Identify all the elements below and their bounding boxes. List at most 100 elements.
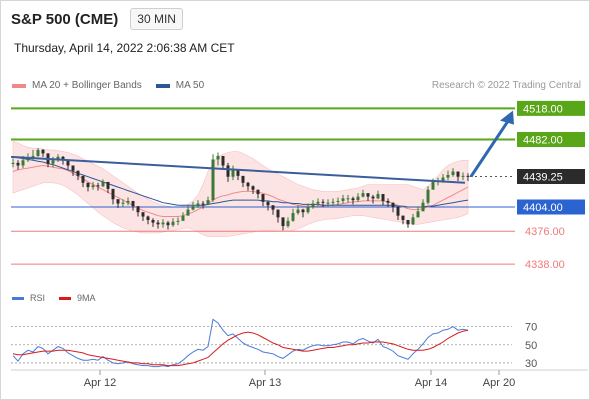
- candle-body-1: [16, 162, 20, 166]
- candle-body-84: [431, 181, 435, 190]
- candle-body-10: [61, 156, 65, 161]
- candle-body-56: [291, 213, 295, 221]
- candle-body-58: [301, 209, 305, 213]
- candle-body-72: [371, 196, 375, 199]
- candle-body-2: [21, 160, 25, 166]
- x-label-0: Apr 12: [84, 377, 116, 389]
- forecast-arrow-head: [500, 110, 514, 125]
- candle-body-74: [381, 194, 385, 201]
- candle-body-44: [231, 169, 235, 177]
- candle-body-24: [131, 200, 135, 207]
- candle-body-11: [66, 160, 70, 166]
- candle-body-83: [426, 189, 430, 203]
- candle-body-90: [461, 175, 465, 177]
- rsi-label: RSI: [30, 293, 46, 303]
- credit-label: Research © 2022 Trading Central: [431, 80, 581, 91]
- legend-rsi: RSI: [12, 293, 45, 303]
- ma20-swatch: [12, 83, 26, 88]
- ma50-swatch: [155, 83, 170, 88]
- candle-body-18: [101, 181, 105, 187]
- candle-body-5: [36, 149, 40, 156]
- candle-body-55: [286, 220, 290, 227]
- candle-body-87: [446, 174, 450, 178]
- candle-body-30: [161, 222, 165, 225]
- level-tag-0: [517, 100, 585, 116]
- candle-body-4: [31, 155, 35, 158]
- candle-body-13: [76, 170, 80, 176]
- candle-body-39: [206, 200, 210, 205]
- candle-body-26: [141, 212, 145, 217]
- candle-body-23: [126, 200, 130, 203]
- candle-body-15: [86, 182, 90, 188]
- x-label-2: Apr 14: [415, 377, 447, 389]
- candle-body-51: [266, 201, 270, 206]
- level-tag-1: [517, 132, 585, 148]
- candle-body-86: [441, 177, 445, 182]
- rsi-ma-line: [12, 329, 469, 367]
- candle-body-25: [136, 206, 140, 213]
- level-label-1: 4482.00: [523, 135, 563, 147]
- candle-body-70: [361, 193, 365, 197]
- candle-body-66: [341, 198, 345, 201]
- candle-body-48: [251, 186, 255, 190]
- candle-body-33: [176, 220, 180, 222]
- candle-body-0: [11, 162, 15, 164]
- rsi-legend: RSI 9MA: [12, 293, 110, 303]
- legend-9ma: 9MA: [59, 293, 96, 303]
- candle-body-60: [311, 203, 315, 208]
- ma9-swatch: [59, 296, 72, 300]
- candle-body-80: [411, 217, 415, 225]
- candle-body-65: [336, 200, 340, 202]
- indicator-legend: MA 20 + Bollinger Bands MA 50: [12, 80, 218, 91]
- level-label-0: 4518.00: [523, 103, 563, 115]
- bollinger-band: [12, 140, 469, 237]
- candle-body-8: [51, 160, 55, 164]
- candle-body-62: [321, 201, 325, 203]
- candle-body-82: [421, 202, 425, 212]
- candle-body-59: [306, 207, 310, 213]
- candle-body-40: [211, 159, 215, 201]
- rsi-tick-0: 70: [525, 322, 537, 334]
- candle-body-14: [81, 175, 85, 183]
- candle-body-64: [331, 201, 335, 203]
- rsi-line: [12, 318, 469, 368]
- candle-body-69: [356, 196, 360, 201]
- candle-body-88: [451, 171, 455, 175]
- level-tag-3: [517, 199, 585, 215]
- x-axis: Apr 12 Apr 13 Apr 14 Apr 20: [11, 369, 588, 389]
- candle-body-54: [281, 217, 285, 227]
- ma50-label: MA 50: [175, 80, 205, 91]
- candle-body-41: [216, 155, 220, 160]
- candle-body-42: [221, 155, 225, 166]
- candle-body-22: [121, 202, 125, 204]
- candle-body-77: [396, 207, 400, 216]
- level-label-4: 4376.00: [525, 226, 565, 238]
- forecast-arrow-shaft: [469, 118, 511, 178]
- candle-body-27: [146, 216, 150, 220]
- trendline: [10, 155, 466, 184]
- candle-body-37: [196, 203, 200, 207]
- candle-body-6: [41, 149, 45, 154]
- candle-body-63: [326, 202, 330, 204]
- rsi-swatch: [12, 296, 24, 300]
- candle-body-20: [111, 188, 115, 200]
- level-labels-layer: 4518.00 4482.00 4439.25 4404.00 4376.00 4338.…: [517, 100, 585, 271]
- candle-body-3: [26, 157, 30, 161]
- candle-body-71: [366, 193, 370, 197]
- candle-body-28: [151, 219, 155, 223]
- candle-body-32: [171, 221, 175, 226]
- timeframe-button[interactable]: 30 MIN: [130, 8, 183, 30]
- legend-ma20: MA 20 + Bollinger Bands: [12, 80, 142, 91]
- ma9-label: 9MA: [77, 293, 96, 303]
- candle-body-76: [391, 202, 395, 208]
- candle-body-61: [316, 201, 320, 204]
- candle-body-19: [106, 181, 110, 189]
- level-tag-2: [517, 169, 585, 185]
- x-label-3: Apr 20: [483, 377, 515, 389]
- candle-body-52: [271, 205, 275, 210]
- level-label-5: 4338.00: [525, 259, 565, 271]
- x-label-1: Apr 13: [249, 377, 281, 389]
- candle-body-43: [226, 165, 230, 177]
- price-levels-layer: [11, 107, 515, 265]
